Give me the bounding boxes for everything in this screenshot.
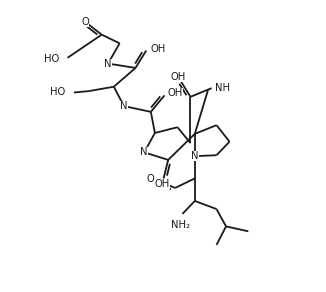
Text: N: N [120, 101, 128, 111]
Text: NH: NH [215, 83, 230, 93]
Text: O: O [81, 17, 89, 27]
Text: OH: OH [151, 44, 166, 53]
Text: O: O [147, 174, 154, 184]
Text: HO: HO [50, 88, 65, 98]
Text: HO: HO [44, 54, 59, 64]
Text: N: N [104, 59, 112, 69]
Text: OH: OH [155, 179, 170, 189]
Text: NH₂: NH₂ [171, 220, 190, 230]
Text: OH: OH [168, 88, 183, 98]
Text: N: N [191, 151, 199, 161]
Text: OH: OH [171, 72, 186, 81]
Text: N: N [141, 147, 148, 157]
